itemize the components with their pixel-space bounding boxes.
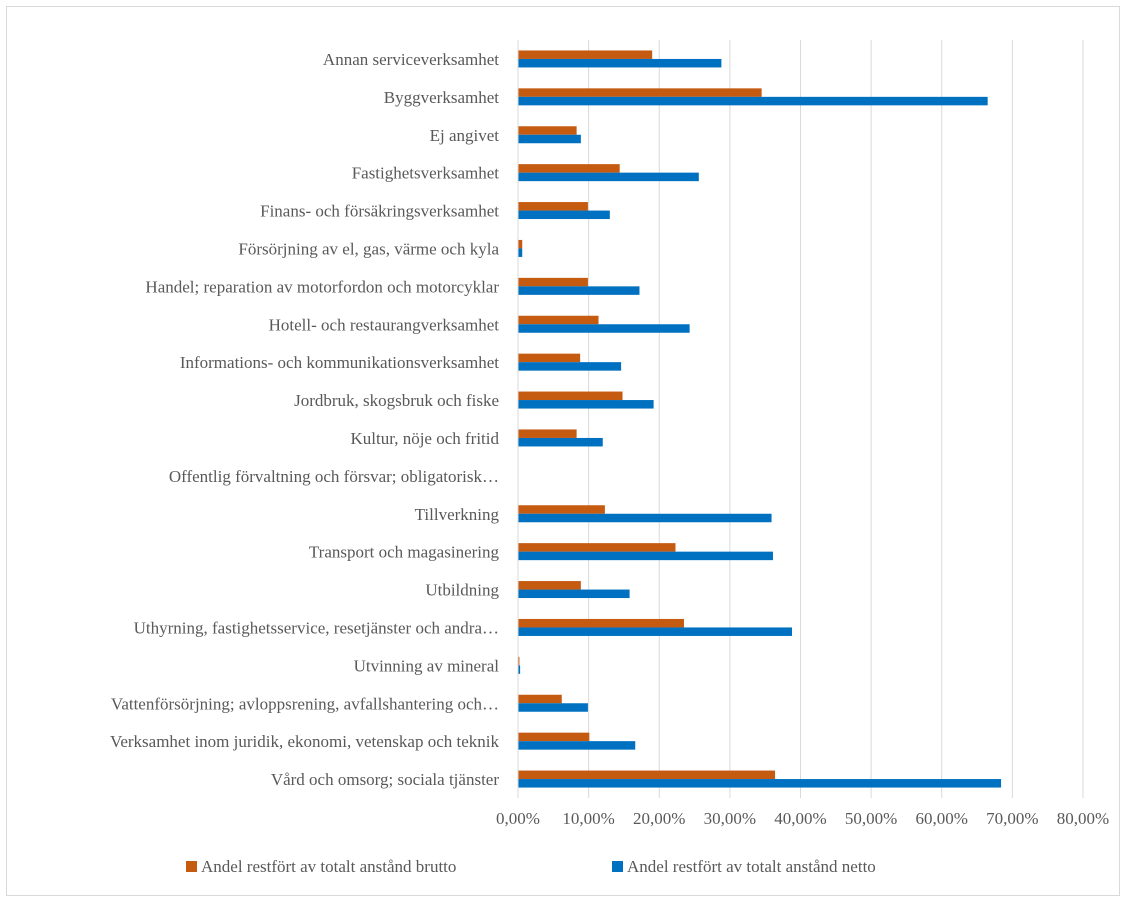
bar-netto (518, 96, 988, 106)
bar-brutto (518, 126, 577, 135)
bar-brutto (518, 732, 590, 742)
bar-netto (518, 324, 690, 333)
bar-netto (518, 400, 654, 409)
bar-netto (518, 362, 622, 371)
bar-brutto (518, 353, 581, 363)
legend-swatch (186, 861, 197, 872)
x-tick-label: 0,00% (496, 809, 540, 828)
category-label: Försörjning av el, gas, värme och kyla (238, 239, 499, 258)
x-tick-label: 80,00% (1057, 809, 1109, 828)
x-tick-label: 20,00% (633, 809, 685, 828)
bar-netto (518, 551, 773, 561)
bar-brutto (518, 429, 577, 438)
category-label: Annan serviceverksamhet (323, 50, 499, 69)
category-label: Handel; reparation av motorfordon och mo… (145, 277, 499, 296)
bar-brutto (518, 239, 523, 249)
bar-netto (518, 248, 523, 257)
category-label: Finans- och försäkringsverksamhet (260, 202, 499, 221)
bar-brutto (518, 770, 776, 780)
bar-brutto (518, 543, 676, 552)
category-label: Hotell- och restaurangverksamhet (269, 315, 500, 334)
bar-netto (518, 665, 521, 674)
bar-brutto (518, 50, 653, 59)
category-label: Uthyrning, fastighetsservice, resetjänst… (134, 618, 499, 637)
category-label: Utvinning av mineral (354, 656, 500, 675)
bar-brutto (518, 505, 605, 514)
bar-brutto (518, 581, 581, 590)
category-label: Informations- och kommunikationsverksamh… (180, 353, 499, 372)
x-tick-label: 30,00% (704, 809, 756, 828)
bar-netto (518, 627, 793, 636)
category-label: Transport och magasinering (309, 543, 500, 562)
bar-brutto (518, 315, 599, 325)
category-label: Byggverksamhet (384, 88, 499, 107)
bar-netto (518, 437, 603, 447)
legend-label: Andel restfört av totalt anstånd brutto (201, 857, 456, 876)
category-label: Vård och omsorg; sociala tjänster (271, 770, 500, 789)
bar-brutto (518, 164, 620, 173)
bar-netto (518, 779, 1002, 788)
bar-netto (518, 134, 581, 144)
bar-netto (518, 589, 630, 599)
bar-netto (518, 172, 699, 182)
category-label: Offentlig förvaltning och försvar; oblig… (169, 467, 499, 486)
category-label: Vattenförsörjning; avloppsrening, avfall… (111, 694, 499, 713)
bar-netto (518, 210, 610, 220)
x-tick-label: 10,00% (562, 809, 614, 828)
x-tick-label: 70,00% (986, 809, 1038, 828)
category-label: Verksamhet inom juridik, ekonomi, vetens… (110, 732, 500, 751)
x-tick-label: 50,00% (845, 809, 897, 828)
bar-brutto (518, 391, 623, 401)
bar-brutto (518, 618, 684, 628)
legend-label: Andel restfört av totalt anstånd netto (627, 857, 876, 876)
bar-netto (518, 58, 722, 68)
category-label: Ej angivet (430, 126, 500, 145)
bar-netto (518, 703, 588, 712)
x-tick-label: 40,00% (774, 809, 826, 828)
bar-brutto (518, 656, 520, 666)
category-label: Utbildning (425, 581, 499, 600)
bar-netto (518, 513, 772, 523)
category-label: Fastighetsverksamhet (352, 164, 500, 183)
x-tick-label: 60,00% (916, 809, 968, 828)
bar-brutto (518, 88, 762, 97)
bar-brutto (518, 694, 562, 704)
category-label: Kultur, nöje och fritid (350, 429, 499, 448)
bar-brutto (518, 202, 588, 211)
category-label: Tillverkning (415, 505, 500, 524)
category-label: Jordbruk, skogsbruk och fiske (294, 391, 499, 410)
bar-netto (518, 741, 636, 750)
bar-brutto (518, 277, 588, 287)
bar-netto (518, 286, 640, 295)
legend-swatch (612, 861, 623, 872)
